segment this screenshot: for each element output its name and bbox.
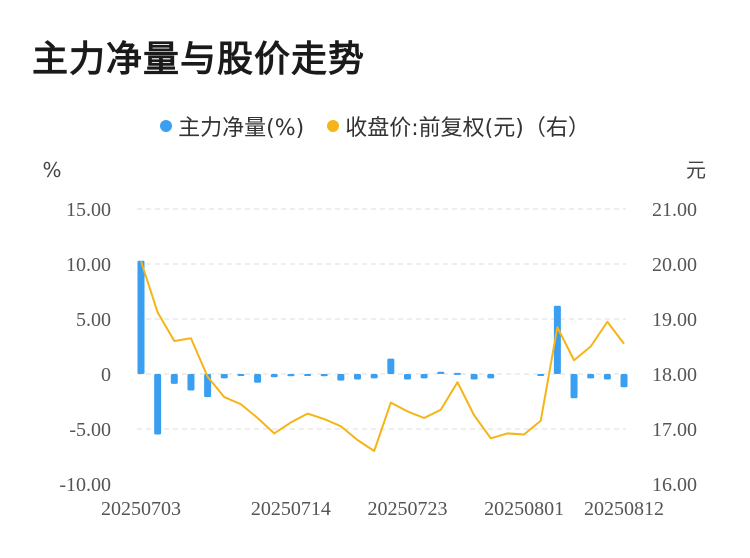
price-line — [140, 260, 625, 452]
bar — [337, 374, 345, 381]
bar — [304, 374, 312, 376]
bar — [470, 374, 478, 380]
right-tick-label: 16.00 — [652, 474, 697, 496]
right-tick-label: 17.00 — [652, 419, 697, 441]
legend-line-marker — [327, 120, 340, 132]
grid-layer — [137, 208, 626, 430]
bar — [220, 374, 228, 379]
chart-title: 主力净量与股价走势 — [32, 39, 366, 80]
legend-bar-marker — [160, 120, 173, 132]
bar — [270, 374, 278, 378]
left-tick-label: 0 — [101, 364, 111, 386]
left-tick-label: 5.00 — [76, 309, 111, 331]
left-axis-unit: % — [42, 158, 61, 182]
axis-labels: 15.00 10.00 5.00 0 -5.00 -10.00 21.00 20.00 19.0… — [59, 199, 697, 520]
right-tick-label: 20.00 — [652, 254, 697, 276]
legend-item-line[interactable]: 收盘价:前复权(元)（右） — [327, 110, 590, 142]
bar — [370, 374, 378, 379]
bar — [354, 374, 362, 380]
right-tick-label: 21.00 — [652, 199, 697, 221]
bar — [170, 374, 178, 384]
x-tick-label: 20250703 — [101, 498, 181, 520]
bar — [537, 374, 545, 376]
bar — [287, 374, 295, 377]
right-tick-label: 19.00 — [652, 309, 697, 331]
bar-series — [137, 260, 628, 435]
bar — [237, 374, 245, 376]
bar — [254, 374, 262, 383]
left-tick-label: 15.00 — [66, 199, 111, 221]
bar — [453, 372, 461, 375]
bar — [320, 374, 328, 377]
bar — [570, 374, 578, 399]
bar — [603, 374, 611, 380]
bar — [137, 260, 145, 374]
bar — [487, 374, 495, 379]
legend-bar-label: 主力净量(%) — [178, 116, 305, 141]
bar — [403, 374, 411, 380]
bar — [187, 374, 195, 391]
x-tick-label: 20250723 — [367, 498, 447, 520]
bar — [154, 374, 162, 435]
chart-legend: 主力净量(%) 收盘价:前复权(元)（右） — [0, 110, 750, 142]
legend-line-label: 收盘价:前复权(元)（右） — [345, 116, 590, 141]
right-tick-label: 18.00 — [652, 364, 697, 386]
line-series — [140, 260, 625, 452]
legend-item-bar[interactable]: 主力净量(%) — [160, 110, 304, 142]
bar — [620, 374, 628, 388]
left-tick-label: -5.00 — [69, 419, 111, 441]
right-axis-unit: 元 — [686, 158, 706, 182]
bar — [553, 305, 561, 374]
bar — [387, 358, 395, 374]
left-tick-label: -10.00 — [59, 474, 111, 496]
bar — [420, 374, 428, 379]
bar — [587, 374, 595, 379]
x-tick-label: 20250714 — [251, 498, 331, 520]
left-tick-label: 10.00 — [66, 254, 111, 276]
bar — [437, 371, 445, 374]
x-tick-label: 20250801 — [484, 498, 564, 520]
x-tick-label: 20250812 — [584, 498, 664, 520]
